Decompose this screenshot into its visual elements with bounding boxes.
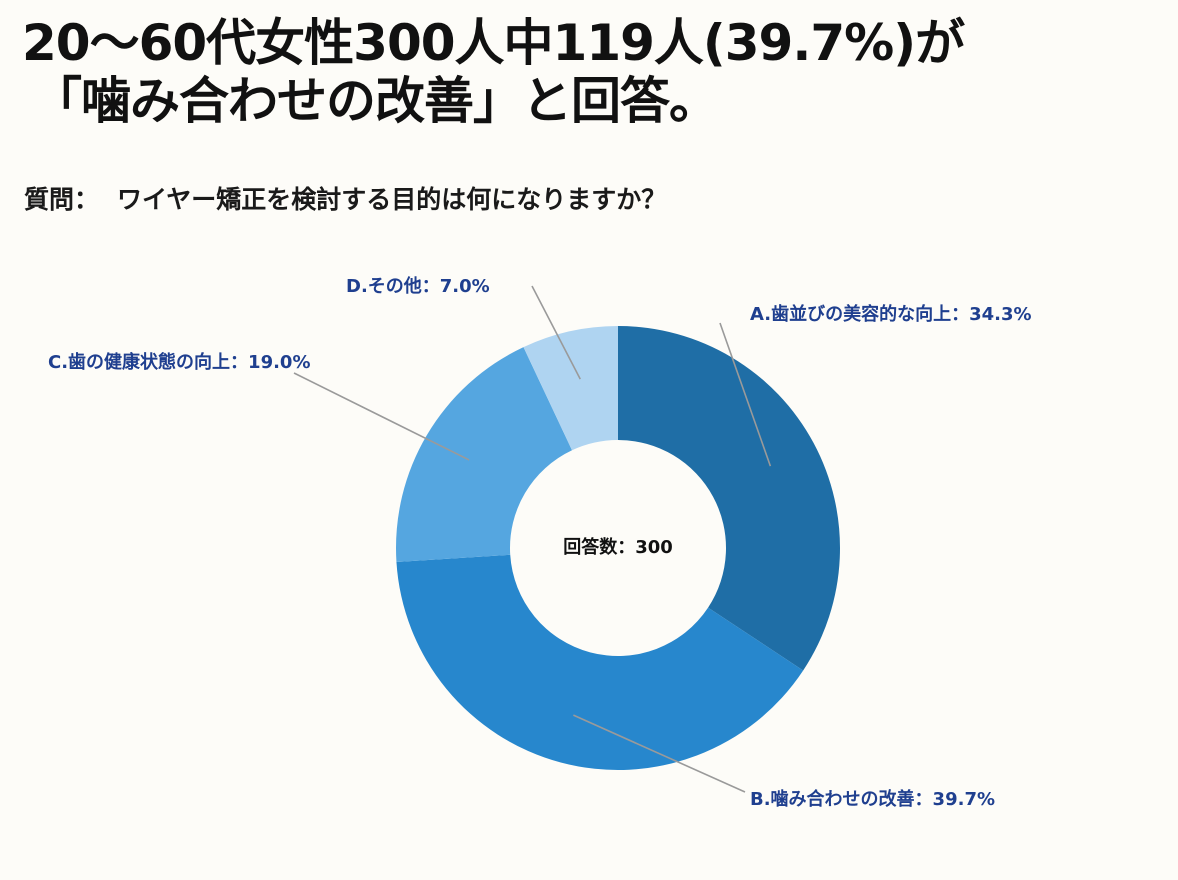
leader-line-c <box>293 372 470 461</box>
donut-slice-b <box>396 554 804 770</box>
headline-line-2: 「噛み合わせの改善」と回答。 <box>32 72 719 130</box>
donut-slice-c <box>396 347 573 562</box>
question-text: ワイヤー矯正を検討する目的は何になりますか？ <box>117 185 667 214</box>
headline-line-1: 20〜60代女性300人中119人(39.7%)が <box>22 14 965 72</box>
slice-labels: A.歯並びの美容的な向上：34.3% B.噛み合わせの改善：39.7% C.歯の健康… <box>48 275 1032 810</box>
leader-line-d <box>531 285 581 380</box>
donut-slice-a <box>618 326 840 671</box>
leader-line-b <box>573 714 746 793</box>
slice-label-b: B.噛み合わせの改善：39.7% <box>750 788 995 810</box>
donut-slices <box>396 326 840 770</box>
donut-slice-d <box>523 326 618 451</box>
question-prefix: 質問： <box>24 185 100 214</box>
slice-label-d: D.その他：7.0% <box>346 275 490 297</box>
center-label: 回答数：300 <box>563 536 673 558</box>
leader-line-a <box>719 322 772 467</box>
slice-label-a: A.歯並びの美容的な向上：34.3% <box>750 303 1032 325</box>
slice-label-c: C.歯の健康状態の向上：19.0% <box>48 351 311 373</box>
headline: 20〜60代女性300人中119人(39.7%)が 「噛み合わせの改善」と回答。 <box>22 14 1162 130</box>
leader-lines <box>293 285 772 793</box>
question: 質問： ワイヤー矯正を検討する目的は何になりますか？ <box>24 184 1154 216</box>
